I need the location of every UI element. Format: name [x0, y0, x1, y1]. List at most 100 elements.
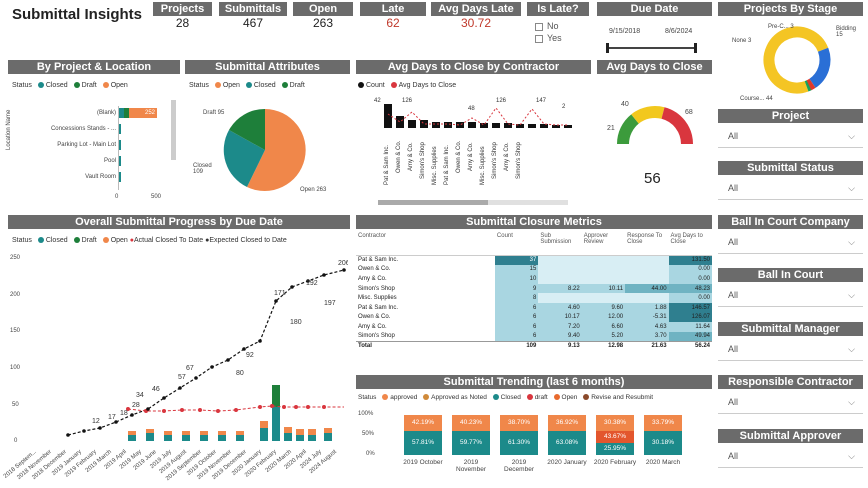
trend-bar: 30.38% 43.67% 25.95%: [596, 415, 634, 455]
chart-title: Overall Submittal Progress by Due Date: [8, 215, 350, 229]
column-header[interactable]: Approver Review: [581, 233, 626, 256]
chart-legend: Status Closed Draft Open: [12, 82, 180, 89]
column-header[interactable]: Count: [494, 233, 539, 256]
filter-title: Ball In Court Company: [718, 215, 863, 229]
filter-submittal-manager[interactable]: Submittal Manager All ⌵: [718, 322, 863, 361]
chart-title: Submittal Attributes: [185, 60, 350, 74]
table-cell: Amy & Co.: [358, 275, 387, 282]
trend-segment-closed: 57.81%: [404, 431, 442, 455]
filter-title: Submittal Manager: [718, 322, 863, 336]
table-cell: 8: [494, 293, 539, 303]
filter-value: All: [728, 131, 739, 141]
location-row-label: Parking Lot - Main Lot: [57, 142, 116, 148]
legend-dot-closed: [37, 237, 44, 244]
stage-label: None 3: [732, 38, 752, 44]
filter-title: Submittal Approver: [718, 429, 863, 443]
table-cell: [581, 274, 626, 284]
contractor-axis: Pat & Sam Inc. Owen & Co. Amy & Co. Simo…: [378, 133, 588, 187]
filter-project[interactable]: Project All ⌵: [718, 109, 863, 148]
table-cell: 126.07: [668, 312, 712, 323]
column-header[interactable]: Sub Submission: [538, 233, 582, 256]
table-cell: 10.17: [538, 312, 582, 323]
month-axis: 2018 Septem... 2018 November 2018 December…: [3, 449, 342, 485]
legend-item: Draft: [81, 82, 97, 89]
horizontal-scrollbar[interactable]: [378, 200, 568, 205]
trend-month-label: 2019 November: [456, 459, 486, 473]
filter-ball-in-court[interactable]: Ball In Court All ⌵: [718, 268, 863, 307]
is-late-slicer: Is Late? No Yes: [527, 2, 589, 43]
y-tick: 100: [10, 365, 21, 371]
table-row[interactable]: Owen & Co. 15 0.00: [356, 264, 712, 275]
scrollbar[interactable]: [171, 100, 176, 160]
expected-label: 67: [186, 365, 194, 372]
column-header[interactable]: Avg Days to Close: [668, 233, 712, 256]
kpi-submittals: Submittals 467: [219, 2, 287, 30]
kpi-label: Avg Days Late: [431, 2, 521, 16]
submittal-trending: Submittal Trending (last 6 months) Statu…: [356, 375, 712, 485]
date-start[interactable]: 9/15/2018: [609, 28, 641, 35]
bar-open: 252: [129, 108, 157, 118]
date-slider-handle-end[interactable]: [694, 43, 697, 53]
location-row-label: (Blank): [96, 110, 116, 116]
table-row[interactable]: Misc. Supplies 8 0.00: [356, 293, 712, 303]
filter-dropdown[interactable]: All ⌵: [718, 232, 863, 254]
table-cell: 56.24: [668, 340, 712, 351]
filter-dropdown[interactable]: All ⌵: [718, 178, 863, 200]
filter-submittal-status[interactable]: Submittal Status All ⌵: [718, 161, 863, 200]
table-row[interactable]: Amy & Co. 6 7.20 6.60 4.63 11.64: [356, 322, 712, 332]
filter-value: All: [728, 397, 739, 407]
progress-chart: 12 17 18 28 34 46 57 67 80 92 171 180 19…: [66, 260, 348, 441]
column-header[interactable]: Contractor: [356, 233, 495, 256]
stage-label: Bidding 15: [836, 26, 857, 38]
kpi-value: 62: [386, 16, 400, 30]
table-cell: 12.98: [581, 340, 626, 351]
table-row[interactable]: Pat & Sam Inc. 6 4.60 9.60 1.88 146.57: [356, 302, 712, 313]
checkbox-yes[interactable]: Yes: [527, 33, 589, 43]
filter-responsible-contractor[interactable]: Responsible Contractor All ⌵: [718, 375, 863, 414]
filter-dropdown[interactable]: All ⌵: [718, 392, 863, 414]
table-row[interactable]: Owen & Co. 6 10.17 12.00 -5.31 126.07: [356, 312, 712, 323]
checkbox-no[interactable]: No: [527, 21, 589, 31]
filter-dropdown[interactable]: All ⌵: [718, 339, 863, 361]
table-cell: [625, 293, 669, 303]
filter-dropdown[interactable]: All ⌵: [718, 446, 863, 468]
axis-line: [118, 106, 119, 190]
date-slider-track[interactable]: [609, 47, 695, 49]
expected-label: 197: [324, 300, 336, 307]
table-row[interactable]: Pat & Sam Inc. 37 131.50: [356, 255, 712, 265]
legend-item: Closed: [253, 82, 276, 89]
kpi-projects: Projects 28: [153, 2, 212, 30]
date-end[interactable]: 8/6/2024: [665, 28, 693, 35]
expected-label: 12: [92, 418, 100, 425]
legend-dot: [583, 394, 590, 401]
kpi-value: 263: [312, 16, 334, 30]
date-slider-handle-start[interactable]: [606, 43, 609, 53]
table-cell: 9.13: [538, 340, 582, 351]
legend-dot-closed: [245, 82, 252, 89]
table-cell: 37: [494, 255, 539, 265]
bar-closed: [119, 172, 121, 182]
filter-dropdown[interactable]: All ⌵: [718, 285, 863, 307]
y-tick: 150: [10, 328, 21, 334]
contractor-label: Amy & Co.: [504, 142, 510, 171]
column-header[interactable]: Response To Close: [625, 233, 669, 256]
expected-label: 80: [236, 370, 244, 377]
table-row[interactable]: Amy & Co. 10 0.00: [356, 274, 712, 284]
filter-value: All: [728, 290, 739, 300]
trend-segment-closed: 63.08%: [548, 431, 586, 455]
table-cell: 6: [494, 331, 539, 342]
contractor-label: Misc. Supplies: [432, 146, 438, 185]
scrollbar-thumb[interactable]: [378, 200, 488, 205]
filter-dropdown[interactable]: All ⌵: [718, 126, 863, 148]
filter-ball-in-court-company[interactable]: Ball In Court Company All ⌵: [718, 215, 863, 254]
stage-label: Pre-C... 3: [768, 24, 794, 30]
table-cell: Pat & Sam Inc.: [358, 257, 399, 264]
bar-closed: [119, 124, 121, 134]
filter-submittal-approver[interactable]: Submittal Approver All ⌵: [718, 429, 863, 468]
table-cell: [538, 293, 582, 303]
trend-month-label: 2019 December: [504, 459, 534, 473]
table-row[interactable]: Simon's Shop 6 9.40 5.20 3.70 49.94: [356, 331, 712, 342]
due-date-slicer: Due Date 9/15/2018 8/6/2024: [597, 2, 712, 58]
table-row[interactable]: Simon's Shop 9 8.22 10.11 44.00 48.23: [356, 283, 712, 294]
legend-item: Draft: [81, 237, 97, 244]
